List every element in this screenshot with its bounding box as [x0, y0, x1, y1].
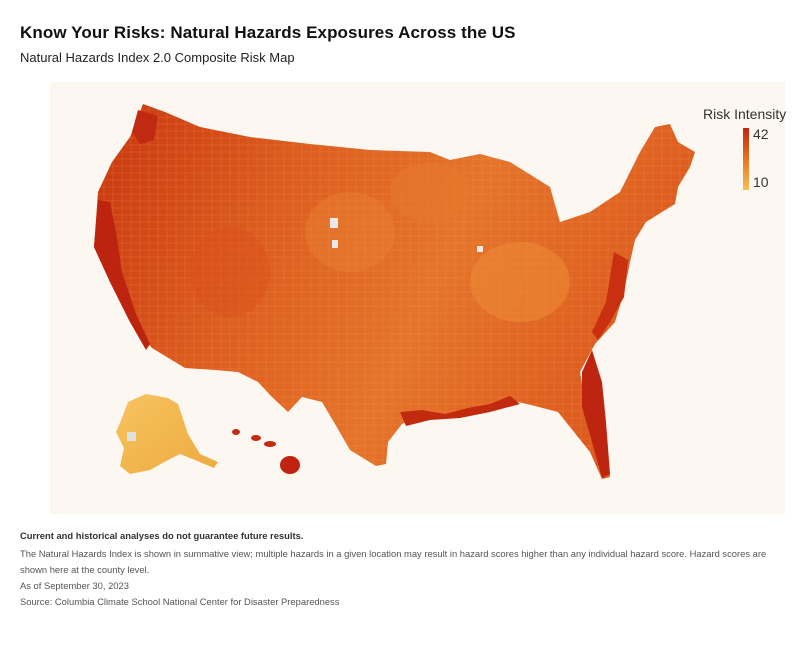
legend-color-bar: [743, 128, 749, 190]
source: Source: Columbia Climate School National…: [20, 596, 340, 607]
plains-lighter-region: [305, 192, 395, 272]
legend-max-label: 42: [753, 126, 769, 142]
legend: Risk Intensity 42 10: [703, 106, 793, 196]
risk-map: [50, 82, 785, 514]
gulf-coast-high-risk: [400, 396, 520, 426]
alaska-land: [116, 394, 218, 474]
chart-subtitle: Natural Hazards Index 2.0 Composite Risk…: [20, 50, 295, 65]
map-svg: [50, 82, 785, 514]
hawaii: [232, 429, 300, 474]
alaska: [116, 394, 218, 474]
west-coast-high-risk: [94, 200, 150, 350]
mountain-west-region: [190, 227, 270, 317]
legend-title: Risk Intensity: [703, 106, 787, 122]
no-data-county: [332, 240, 338, 248]
hawaii-island: [264, 441, 276, 447]
northwest-high-risk: [132, 110, 158, 144]
disclaimer: Current and historical analyses do not g…: [20, 530, 304, 541]
no-data-county: [330, 218, 338, 228]
southeast-lighter-region: [470, 242, 570, 322]
legend-min-label: 10: [753, 174, 769, 190]
county-texture: [94, 104, 695, 479]
hawaii-island: [251, 435, 261, 441]
description: The Natural Hazards Index is shown in su…: [20, 548, 767, 575]
east-coast-high-risk: [592, 252, 628, 340]
no-data-county: [477, 246, 483, 252]
hawaii-island: [280, 456, 300, 474]
no-data-county: [127, 432, 136, 441]
contiguous-us: [94, 104, 695, 479]
midwest-region: [390, 162, 470, 222]
chart-title: Know Your Risks: Natural Hazards Exposur…: [20, 23, 516, 42]
hawaii-island: [232, 429, 240, 435]
footnotes: Current and historical analyses do not g…: [20, 528, 790, 610]
as-of-date: As of September 30, 2023: [20, 580, 129, 591]
florida-high-risk: [582, 350, 610, 478]
